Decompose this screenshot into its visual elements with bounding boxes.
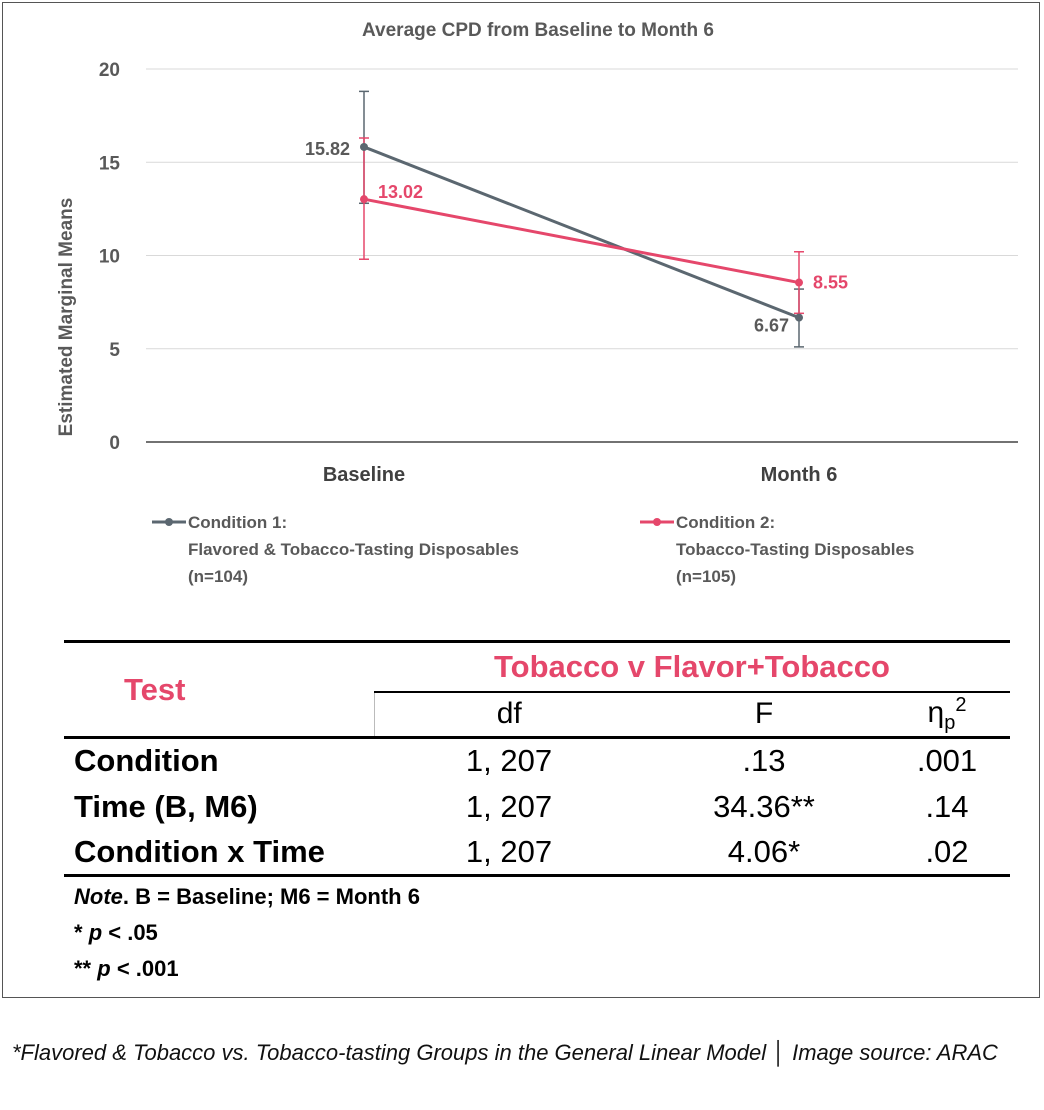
row-df: 1, 207 xyxy=(465,833,553,869)
y-axis-label: Estimated Marginal Means xyxy=(56,198,77,437)
sig-line-1: * p < .05 xyxy=(74,915,1010,951)
data-label: 6.67 xyxy=(754,316,789,336)
figure-frame xyxy=(2,2,1040,998)
y-tick-label: 5 xyxy=(109,340,120,361)
data-label: 13.02 xyxy=(378,182,423,202)
row-f: 34.36** xyxy=(713,788,815,824)
note-text: . B = Baseline; M6 = Month 6 xyxy=(122,884,420,909)
data-point xyxy=(795,313,803,322)
note-label: Note xyxy=(74,884,123,909)
eta-superscript: 2 xyxy=(955,693,967,716)
group-header: Tobacco v Flavor+Tobacco xyxy=(374,641,1010,693)
note-line: Note. B = Baseline; M6 = Month 6 xyxy=(74,879,1010,915)
error-bars xyxy=(359,90,804,348)
x-tick-label: Month 6 xyxy=(761,464,838,486)
legend-label: Condition 2: xyxy=(676,513,775,532)
legend: Condition 1: Flavored & Tobacco-Tasting D… xyxy=(152,513,914,586)
data-label: 8.55 xyxy=(813,273,848,293)
series-line xyxy=(363,145,800,320)
row-df: 1, 207 xyxy=(465,788,553,824)
legend-swatch-marker xyxy=(165,518,173,526)
row-eta: .001 xyxy=(916,743,978,779)
row-eta: .14 xyxy=(925,788,969,824)
y-tick-labels: 0 5 10 15 20 xyxy=(99,60,121,454)
sig2-stars: ** xyxy=(74,956,98,981)
y-tick-label: 0 xyxy=(109,433,120,454)
legend-label: Condition 1: xyxy=(188,513,287,532)
sig2-p: p xyxy=(97,956,111,981)
sig1-p: p xyxy=(88,920,103,945)
table-row: Time (B, M6) 1, 207 34.36** .14 xyxy=(64,784,1010,830)
data-label: 15.82 xyxy=(305,139,350,159)
col-df-header: df xyxy=(373,691,644,738)
gridlines xyxy=(146,68,1018,350)
eta-symbol: η xyxy=(927,695,945,729)
sig1-stars: * xyxy=(74,920,89,945)
row-eta: .02 xyxy=(925,833,969,869)
table-row: Condition 1, 207 .13 .001 xyxy=(64,737,1010,784)
data-point xyxy=(360,195,368,204)
sig1-rest: < .05 xyxy=(102,920,158,945)
data-markers xyxy=(360,142,803,322)
row-df: 1, 207 xyxy=(465,743,553,779)
table-row: Condition x Time 1, 207 4.06* .02 xyxy=(64,830,1010,876)
row-test: Condition xyxy=(74,743,219,779)
sig-line-2: ** p < .001 xyxy=(74,951,1010,987)
y-tick-label: 20 xyxy=(99,60,120,81)
table-notes: Note. B = Baseline; M6 = Month 6 * p < .… xyxy=(64,879,1010,987)
y-tick-label: 10 xyxy=(99,247,120,268)
sig2-rest: < .001 xyxy=(110,956,179,981)
col-f-header: F xyxy=(754,697,774,731)
legend-label: Flavored & Tobacco-Tasting Disposables xyxy=(188,540,519,559)
row-test: Condition x Time xyxy=(74,833,325,869)
line-chart: Average CPD from Baseline to Month 6 Est… xyxy=(56,20,1018,586)
data-labels: 15.82 6.67 13.02 8.55 xyxy=(305,139,848,336)
series-lines xyxy=(363,145,800,320)
legend-label: (n=105) xyxy=(676,567,736,586)
data-point xyxy=(795,278,803,287)
anova-table: Test Tobacco v Flavor+Tobacco df F ηp2 C… xyxy=(64,640,1010,877)
x-tick-labels: Baseline Month 6 xyxy=(323,464,837,486)
row-test: Time (B, M6) xyxy=(74,788,258,824)
chart-title: Average CPD from Baseline to Month 6 xyxy=(362,20,714,41)
legend-swatch-marker xyxy=(653,518,661,526)
series-line xyxy=(363,197,800,285)
legend-label: (n=104) xyxy=(188,567,248,586)
row-f: 4.06* xyxy=(727,833,801,869)
legend-label: Tobacco-Tasting Disposables xyxy=(676,540,914,559)
x-tick-label: Baseline xyxy=(323,464,405,486)
eta-subscript: p xyxy=(944,711,956,734)
figure-caption: *Flavored & Tobacco vs. Tobacco-tasting … xyxy=(12,1040,998,1065)
row-f: .13 xyxy=(742,743,786,779)
anova-table-wrap: Test Tobacco v Flavor+Tobacco df F ηp2 C… xyxy=(64,640,1010,987)
col-eta-header: ηp2 xyxy=(884,692,1010,738)
y-tick-label: 15 xyxy=(99,153,121,174)
test-header: Test xyxy=(124,671,186,707)
data-point xyxy=(360,142,368,151)
